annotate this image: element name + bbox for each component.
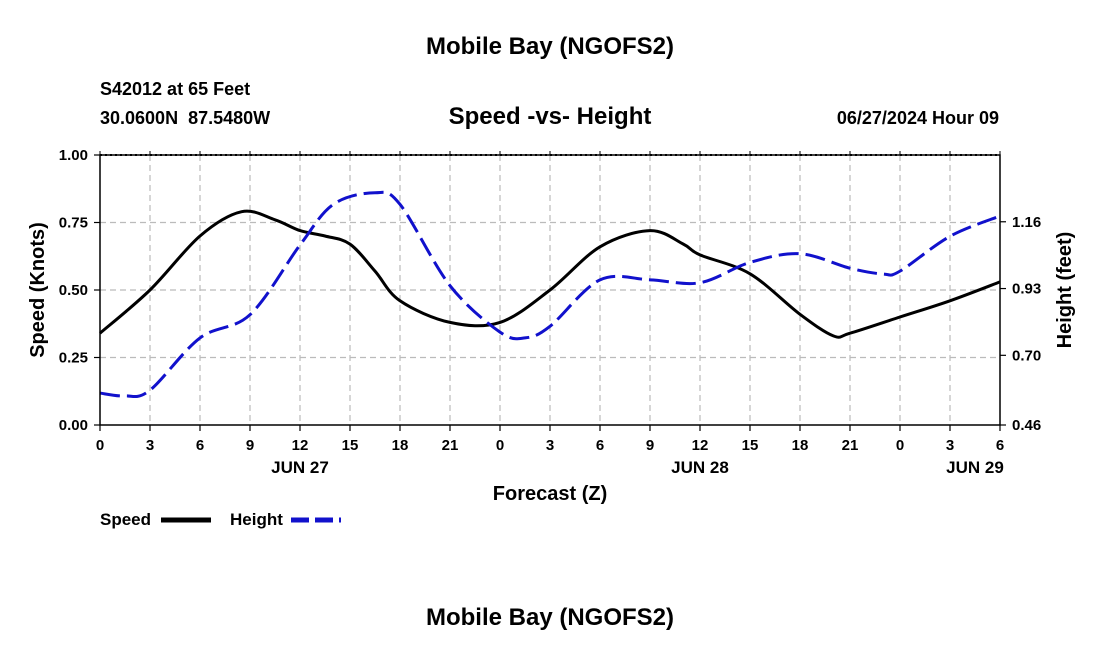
y-right-tick-label: 0.70 [1012,347,1041,364]
x-tick-label: 6 [196,437,204,454]
y-right-tick-label: 0.46 [1012,417,1041,434]
y-axis-left-title: Speed (Knots) [27,222,49,358]
series-group [99,190,1001,399]
x-tick-label: 18 [792,437,809,454]
date-label: JUN 28 [671,458,729,477]
x-tick-label: 15 [342,437,359,454]
series-speed-line [99,209,1001,339]
footer-title: Mobile Bay (NGOFS2) [426,604,674,631]
y-left-tick-label: 0.25 [59,350,88,367]
y-right-tick-label: 0.93 [1012,281,1041,298]
x-tick-label: 15 [742,437,759,454]
date-label: JUN 29 [946,458,1004,477]
y-right-tick-label: 1.16 [1012,214,1041,231]
datetime-label: 06/27/2024 Hour 09 [837,108,999,128]
legend-speed-label: Speed [100,510,151,529]
x-tick-label: 12 [692,437,709,454]
x-tick-label: 6 [596,437,604,454]
x-tick-label: 0 [96,437,104,454]
x-tick-label: 0 [896,437,904,454]
station-label: S42012 at 65 Feet [100,79,250,99]
x-tick-label: 0 [496,437,504,454]
x-tick-label: 9 [646,437,654,454]
series-height-line [99,190,1001,399]
x-axis-title: Forecast (Z) [493,483,607,505]
x-tick-label: 6 [996,437,1004,454]
grid [100,155,1000,425]
x-tick-label: 9 [246,437,254,454]
legend: Speed Height [100,510,341,529]
chart-title: Mobile Bay (NGOFS2) [426,33,674,60]
y-left-tick-label: 0.50 [59,282,88,299]
y-left-tick-label: 1.00 [59,147,88,164]
date-label: JUN 27 [271,458,329,477]
y-left-tick-label: 0.75 [59,215,88,232]
y-axis-right-title: Height (feet) [1054,232,1076,349]
legend-height-label: Height [230,510,283,529]
coords-label: 30.0600N 87.5480W [100,108,270,128]
x-tick-label: 21 [842,437,859,454]
axes: 0 3 6 9 12 15 18 21 0 3 6 9 12 15 18 21 0 3 6 0.00 0.25 0.50 0… [59,147,1041,477]
x-tick-label: 12 [292,437,309,454]
x-tick-label: 18 [392,437,409,454]
x-tick-label: 3 [146,437,154,454]
chart-subtitle: Speed -vs- Height [449,103,652,130]
x-tick-label: 3 [946,437,954,454]
x-tick-label: 3 [546,437,554,454]
x-tick-label: 21 [442,437,459,454]
y-left-tick-label: 0.00 [59,417,88,434]
